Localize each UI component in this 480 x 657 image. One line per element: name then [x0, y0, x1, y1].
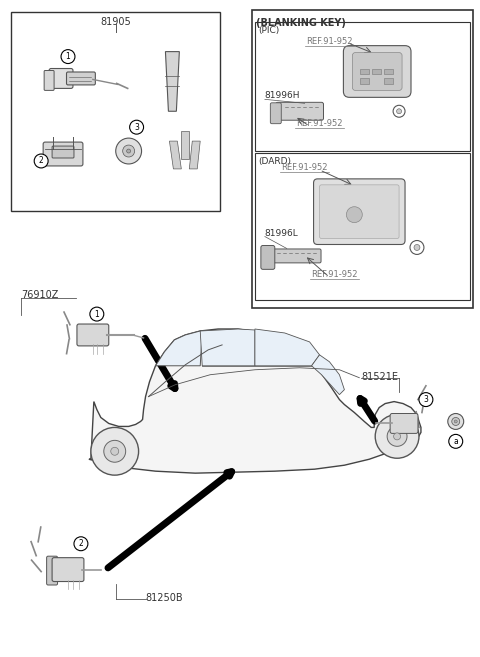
Text: 1: 1 [66, 52, 71, 61]
Bar [360, 78, 369, 84]
Polygon shape [312, 355, 344, 395]
Circle shape [347, 207, 362, 223]
Text: 81996L: 81996L [265, 229, 299, 238]
Circle shape [74, 537, 88, 551]
Circle shape [448, 413, 464, 430]
Bar [255, 22, 469, 151]
FancyBboxPatch shape [270, 102, 281, 124]
Circle shape [116, 138, 142, 164]
Circle shape [452, 417, 460, 426]
Bar [252, 10, 473, 308]
Text: (BLANKING KEY): (BLANKING KEY) [256, 18, 346, 28]
Text: a: a [454, 437, 458, 446]
FancyBboxPatch shape [261, 246, 275, 269]
Bar [12, 12, 220, 211]
Circle shape [449, 434, 463, 448]
Circle shape [454, 420, 457, 423]
Circle shape [414, 244, 420, 250]
Polygon shape [169, 141, 181, 169]
FancyBboxPatch shape [52, 558, 84, 581]
Text: REF.91-952: REF.91-952 [306, 37, 353, 46]
Polygon shape [166, 52, 180, 111]
Text: (PIC): (PIC) [258, 26, 279, 35]
Circle shape [396, 109, 402, 114]
Circle shape [419, 393, 433, 407]
FancyBboxPatch shape [47, 556, 58, 585]
Text: REF.91-952: REF.91-952 [281, 163, 328, 172]
FancyBboxPatch shape [77, 324, 109, 346]
FancyBboxPatch shape [276, 102, 324, 120]
FancyBboxPatch shape [67, 72, 96, 85]
Text: 3: 3 [423, 395, 428, 404]
FancyBboxPatch shape [390, 413, 418, 434]
Text: 2: 2 [39, 156, 44, 166]
Circle shape [104, 440, 126, 463]
Text: REF.91-952: REF.91-952 [296, 119, 343, 128]
FancyBboxPatch shape [320, 185, 399, 238]
Bar [255, 153, 469, 300]
Circle shape [393, 105, 405, 117]
Circle shape [387, 426, 407, 446]
Circle shape [130, 120, 144, 134]
Polygon shape [200, 329, 255, 366]
Polygon shape [255, 329, 320, 366]
Circle shape [375, 415, 419, 458]
Circle shape [123, 145, 134, 157]
Circle shape [91, 428, 139, 475]
Circle shape [90, 307, 104, 321]
Bar [372, 68, 381, 74]
Polygon shape [156, 331, 202, 366]
Circle shape [410, 240, 424, 254]
Bar [360, 68, 369, 74]
Text: 81521E: 81521E [361, 372, 398, 382]
FancyBboxPatch shape [52, 146, 74, 158]
Circle shape [61, 50, 75, 64]
FancyBboxPatch shape [43, 142, 83, 166]
Text: 1: 1 [95, 309, 99, 319]
Polygon shape [189, 141, 200, 169]
FancyBboxPatch shape [343, 45, 411, 97]
Text: 76910Z: 76910Z [21, 290, 59, 300]
Circle shape [34, 154, 48, 168]
Text: 3: 3 [134, 123, 139, 131]
Text: REF.91-952: REF.91-952 [311, 270, 358, 279]
FancyBboxPatch shape [44, 70, 54, 91]
FancyBboxPatch shape [352, 53, 402, 91]
Circle shape [394, 433, 401, 440]
FancyBboxPatch shape [313, 179, 405, 244]
Polygon shape [181, 131, 189, 159]
Text: 81250B: 81250B [145, 593, 183, 604]
Polygon shape [89, 329, 421, 473]
Text: 81996H: 81996H [265, 91, 300, 101]
Bar [384, 78, 393, 84]
FancyBboxPatch shape [268, 249, 321, 263]
Text: 2: 2 [79, 539, 84, 548]
Circle shape [111, 447, 119, 455]
Bar [384, 68, 393, 74]
Text: 81905: 81905 [100, 17, 131, 27]
Circle shape [127, 149, 131, 153]
FancyBboxPatch shape [49, 68, 73, 89]
Text: (DARD): (DARD) [258, 157, 291, 166]
